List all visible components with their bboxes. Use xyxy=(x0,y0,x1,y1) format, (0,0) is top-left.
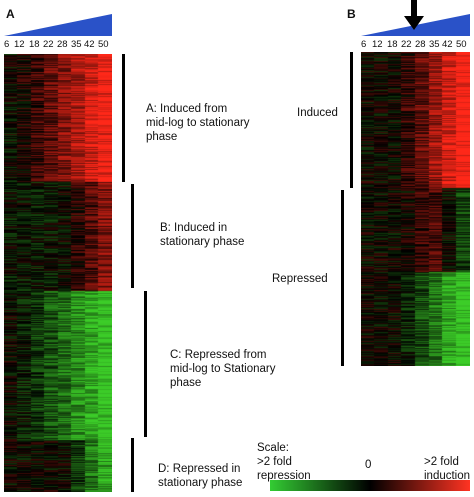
time-tick: 22 xyxy=(43,39,54,50)
repressed-bracket xyxy=(341,190,344,366)
panel-a-heatmap xyxy=(4,54,112,492)
time-tick: 12 xyxy=(372,39,383,50)
time-tick: 6 xyxy=(361,39,367,50)
cluster-d-label: D: Repressed in stationary phase xyxy=(158,463,243,489)
time-tick: 42 xyxy=(442,39,453,50)
time-tick: 18 xyxy=(29,39,40,50)
panel-b-label: B xyxy=(347,7,356,21)
scale-induction-label: >2 fold induction xyxy=(424,456,471,482)
scale-repression-label: >2 fold repression xyxy=(257,456,311,482)
time-tick: 50 xyxy=(98,39,109,50)
cluster-c-label: C: Repressed from mid-log to Stationary … xyxy=(170,349,276,389)
scale-zero-label: 0 xyxy=(365,459,372,471)
time-tick: 22 xyxy=(401,39,412,50)
panel-a-label: A xyxy=(6,7,15,21)
time-tick: 50 xyxy=(456,39,467,50)
time-tick: 35 xyxy=(429,39,440,50)
cluster-a-bracket xyxy=(122,54,125,182)
time-tick: 28 xyxy=(415,39,426,50)
cluster-a-label: A: Induced from mid-log to stationary ph… xyxy=(146,103,250,143)
scale-color-bar xyxy=(270,480,470,491)
panel-a-time-ticks: 6 12 18 22 28 35 42 50 xyxy=(4,39,112,51)
induced-label: Induced xyxy=(297,107,338,119)
cluster-d-bracket xyxy=(131,438,134,492)
time-tick: 35 xyxy=(71,39,82,50)
time-tick: 12 xyxy=(14,39,25,50)
time-tick: 6 xyxy=(4,39,10,50)
scale-title: Scale: xyxy=(257,442,289,454)
panel-b-time-ticks: 6 12 18 22 28 35 42 50 xyxy=(361,39,470,51)
cluster-c-bracket xyxy=(144,291,147,437)
time-tick: 42 xyxy=(84,39,95,50)
induced-bracket xyxy=(350,52,353,188)
panel-b-heatmap xyxy=(361,52,470,366)
cluster-b-bracket xyxy=(131,184,134,288)
time-tick: 28 xyxy=(57,39,68,50)
cluster-b-label: B: Induced in stationary phase xyxy=(160,222,245,248)
time-tick: 18 xyxy=(387,39,398,50)
repressed-label: Repressed xyxy=(272,273,328,285)
